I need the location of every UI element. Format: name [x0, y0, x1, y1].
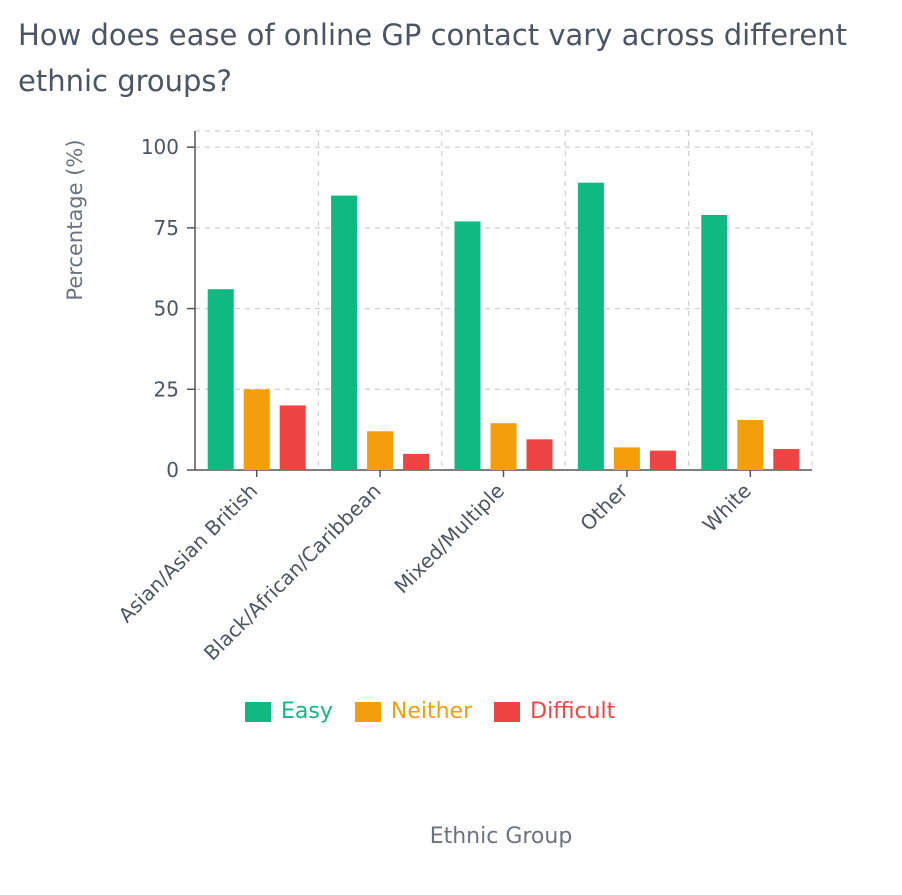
x-tick-label: White — [698, 479, 756, 537]
bar-easy — [701, 214, 728, 470]
x-tick-label: Asian/Asian British — [114, 479, 263, 628]
legend-label: Difficult — [530, 699, 616, 724]
bar-neither — [367, 431, 394, 470]
x-tick-label: Other — [575, 478, 633, 536]
x-axis-label: Ethnic Group — [429, 824, 573, 849]
bar-neither — [613, 447, 640, 470]
y-tick-label: 100 — [141, 135, 179, 159]
bar-difficult — [526, 439, 553, 470]
bars — [207, 182, 800, 471]
bar-difficult — [279, 405, 306, 470]
bar-difficult — [403, 453, 430, 470]
y-tick-label: 75 — [154, 216, 179, 240]
bar-difficult — [649, 450, 676, 470]
legend-swatch — [494, 701, 521, 722]
bar-easy — [454, 221, 481, 470]
y-tick-label: 50 — [154, 297, 179, 321]
chart-title: How does ease of online GP contact vary … — [18, 18, 847, 98]
bar-neither — [737, 419, 764, 470]
legend-swatch — [245, 701, 271, 722]
y-tick-label: 25 — [154, 377, 179, 401]
bar-easy — [577, 182, 604, 470]
bar-neither — [243, 389, 270, 470]
bar-difficult — [773, 449, 800, 470]
legend-item-easy[interactable]: Easy — [245, 699, 333, 724]
y-tick-labels: 0 25 50 75 100 — [141, 135, 179, 482]
x-tick-labels: Asian/Asian BritishBlack/African/Caribbe… — [114, 478, 756, 665]
legend: Easy Neither Difficult — [245, 699, 637, 724]
legend-label: Neither — [390, 699, 473, 724]
bar-neither — [490, 423, 517, 470]
legend-item-difficult[interactable]: Difficult — [494, 699, 615, 724]
bar-easy — [207, 289, 234, 470]
legend-label: Easy — [281, 699, 333, 724]
legend-item-neither[interactable]: Neither — [354, 699, 473, 724]
y-tick-label: 0 — [166, 458, 179, 482]
bar-easy — [331, 195, 358, 471]
legend-swatch — [354, 701, 381, 722]
y-axis-label: Percentage (%) — [63, 139, 87, 300]
x-tick-label: Mixed/Multiple — [389, 479, 509, 599]
